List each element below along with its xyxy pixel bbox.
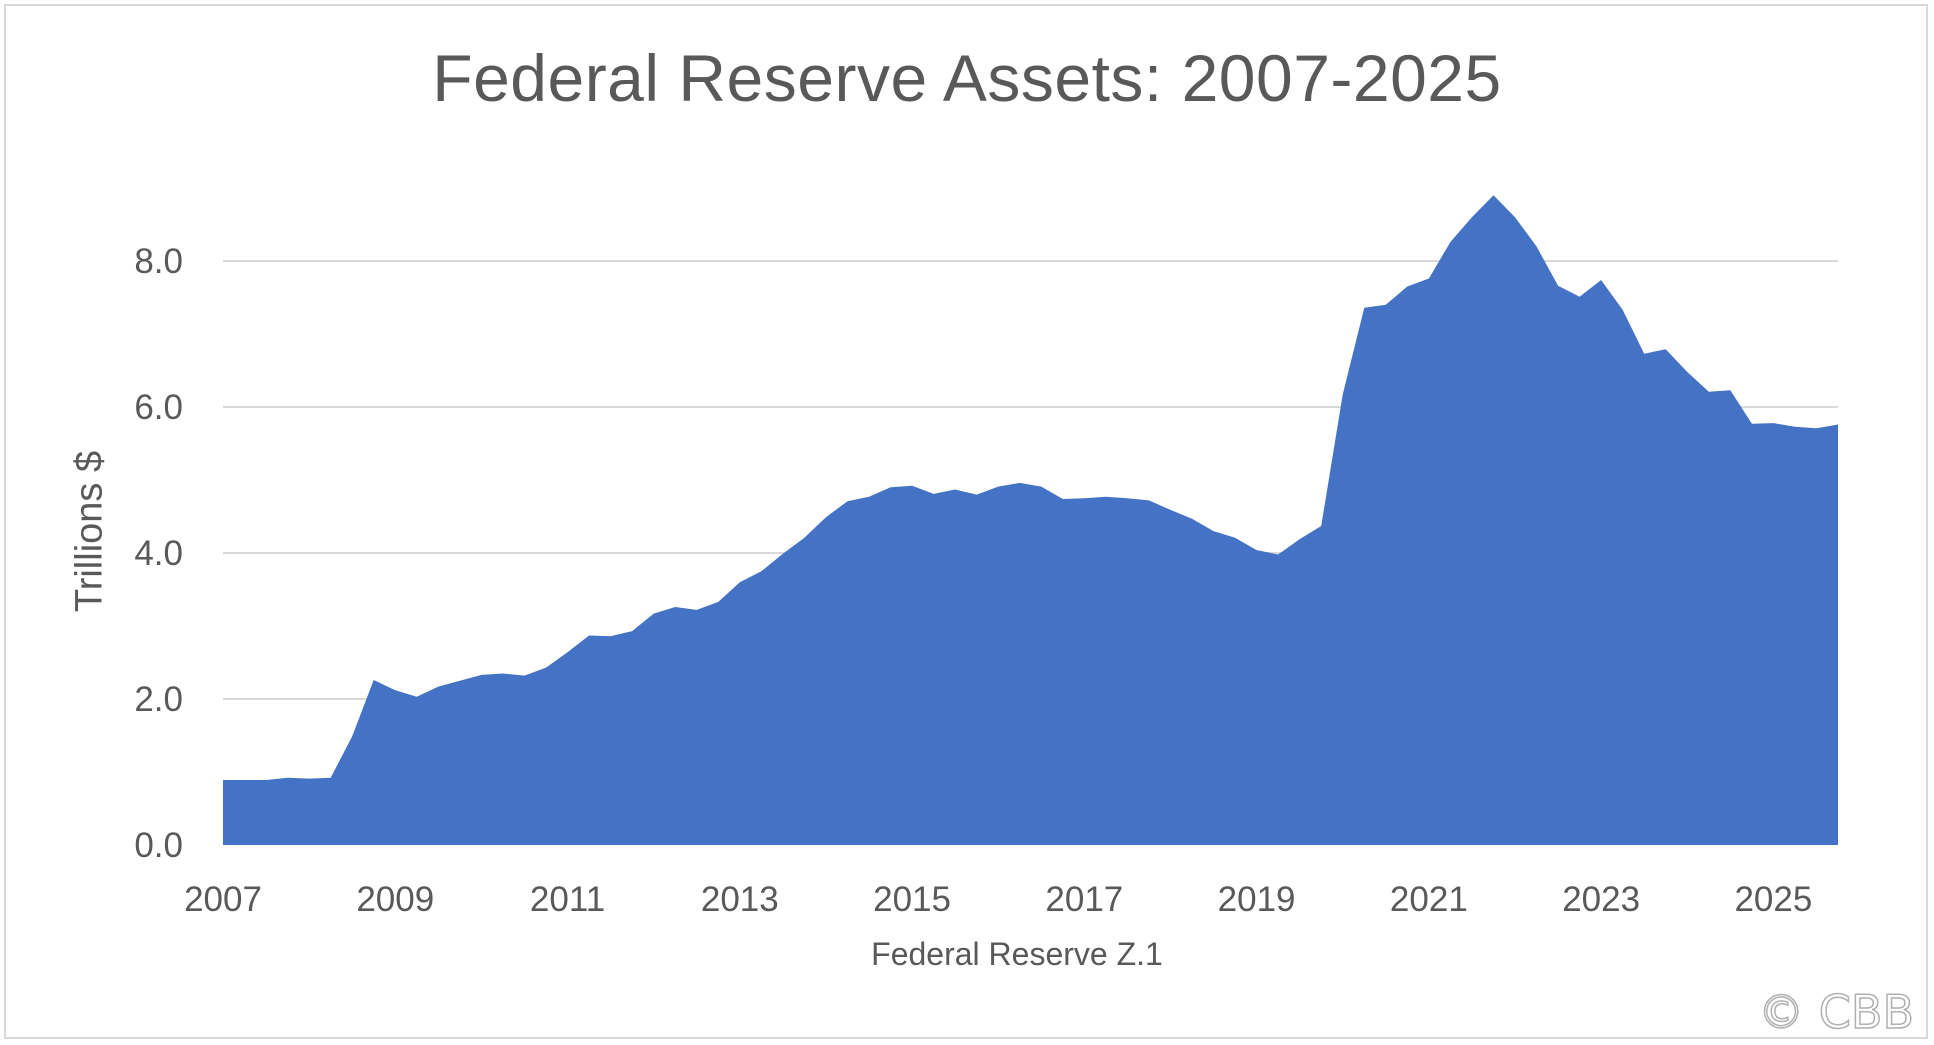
- area-series: [223, 195, 1838, 846]
- y-tick-label: 0.0: [134, 826, 183, 865]
- copyright-watermark: © CBB: [1757, 984, 1914, 1040]
- y-tick-label: 2.0: [134, 680, 183, 719]
- y-tick-label: 4.0: [134, 534, 183, 573]
- x-tick-label: 2021: [1390, 880, 1468, 919]
- fed-assets-area: [223, 195, 1838, 846]
- x-tick-labels: 2007 2009 2011 2013 2015 2017 2019 2021 2023 2025: [184, 880, 1812, 919]
- x-tick-label: 2017: [1045, 880, 1123, 919]
- y-tick-label: 8.0: [134, 242, 183, 281]
- y-tick-label: 6.0: [134, 388, 183, 427]
- x-tick-label: 2019: [1218, 880, 1296, 919]
- x-axis-label: Federal Reserve Z.1: [871, 936, 1163, 972]
- y-tick-labels: 0.0 2.0 4.0 6.0 8.0: [134, 242, 183, 865]
- y-axis-label: Trillions $: [68, 450, 111, 613]
- x-tick-label: 2009: [356, 880, 434, 919]
- chart-title: Federal Reserve Assets: 2007-2025: [432, 41, 1502, 115]
- x-tick-label: 2015: [873, 880, 951, 919]
- x-tick-label: 2011: [530, 880, 605, 919]
- x-tick-label: 2025: [1734, 880, 1812, 919]
- x-tick-label: 2023: [1562, 880, 1640, 919]
- x-tick-label: 2013: [701, 880, 779, 919]
- x-tick-label: 2007: [184, 880, 262, 919]
